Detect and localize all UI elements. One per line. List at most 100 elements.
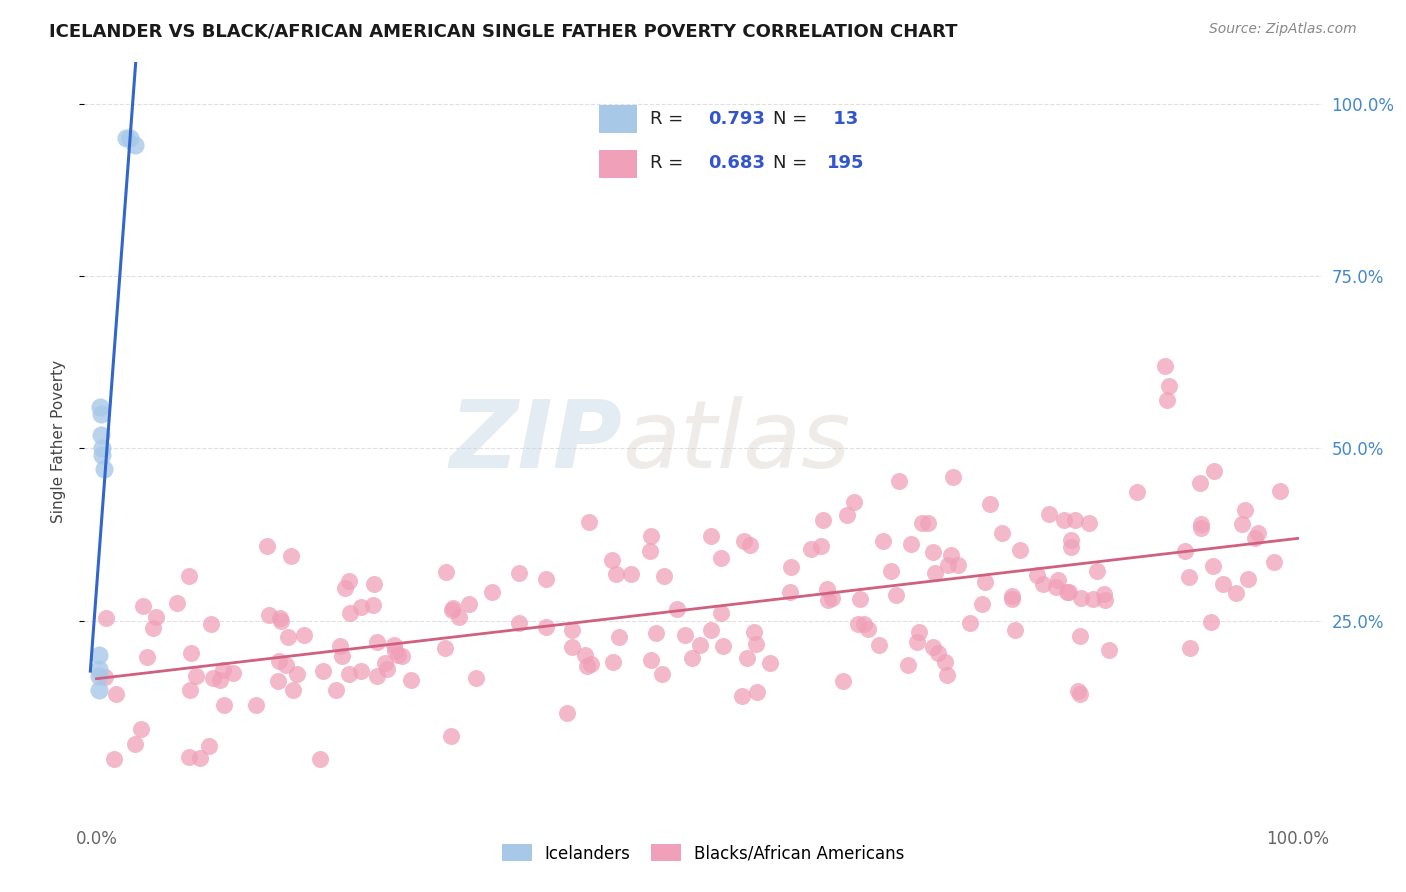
Point — [375, 662, 398, 676]
Point — [209, 673, 232, 688]
Point — [256, 539, 278, 553]
Point — [1001, 592, 1024, 607]
Point — [1081, 592, 1104, 607]
Point — [1246, 526, 1268, 541]
Point — [136, 650, 159, 665]
Point — [1204, 464, 1226, 478]
Point — [166, 596, 188, 610]
Legend: Icelanders, Blacks/African Americans: Icelanders, Blacks/African Americans — [495, 838, 911, 869]
Point — [1060, 541, 1083, 555]
Point — [177, 568, 200, 582]
Bar — [599, 105, 637, 133]
Point — [887, 475, 910, 489]
Point — [821, 591, 844, 606]
Point — [401, 673, 423, 687]
Point — [337, 574, 360, 588]
Text: ZIP: ZIP — [450, 395, 623, 488]
Point — [458, 597, 481, 611]
Point — [1038, 507, 1060, 521]
Text: 13: 13 — [827, 110, 858, 128]
Point — [534, 620, 557, 634]
Point — [640, 543, 662, 558]
Point — [1025, 568, 1047, 582]
Point — [441, 602, 464, 616]
Point — [434, 565, 457, 579]
Point — [607, 630, 630, 644]
Point — [145, 610, 167, 624]
Point — [868, 638, 890, 652]
Point — [534, 572, 557, 586]
Point — [1008, 542, 1031, 557]
Point — [602, 656, 624, 670]
Point — [1098, 643, 1121, 657]
Point — [1063, 513, 1085, 527]
Bar — [599, 150, 637, 178]
Point — [1189, 476, 1212, 491]
Point — [936, 558, 959, 573]
Point — [222, 666, 245, 681]
Point — [742, 624, 765, 639]
Point — [730, 689, 752, 703]
Point — [689, 639, 711, 653]
Point — [350, 664, 373, 678]
Point — [934, 655, 956, 669]
Point — [285, 666, 308, 681]
Text: Source: ZipAtlas.com: Source: ZipAtlas.com — [1209, 22, 1357, 37]
Point — [575, 659, 598, 673]
Point — [640, 653, 662, 667]
Point — [561, 640, 583, 654]
Point — [1070, 591, 1092, 606]
Point — [94, 670, 117, 684]
Point — [200, 617, 222, 632]
Point — [1046, 573, 1069, 587]
Point — [465, 671, 488, 685]
Point — [1178, 641, 1201, 656]
Point — [1001, 589, 1024, 603]
Point — [700, 623, 723, 637]
Point — [441, 600, 464, 615]
Point — [645, 625, 668, 640]
Point — [1069, 630, 1091, 644]
Point — [856, 622, 879, 636]
Point — [832, 673, 855, 688]
Point — [89, 400, 111, 414]
Point — [91, 448, 114, 462]
Point — [849, 591, 872, 606]
Point — [880, 564, 903, 578]
Point — [312, 664, 335, 678]
Point — [87, 682, 110, 697]
Point — [561, 624, 583, 638]
Point — [197, 739, 219, 754]
Point — [142, 621, 165, 635]
Point — [361, 598, 384, 612]
Point — [884, 588, 907, 602]
Text: 0.683: 0.683 — [709, 154, 765, 172]
Point — [124, 737, 146, 751]
Point — [1189, 516, 1212, 531]
Point — [922, 545, 945, 559]
Point — [1177, 569, 1199, 583]
Point — [87, 662, 110, 676]
Point — [124, 138, 146, 153]
Point — [911, 516, 934, 530]
Point — [292, 628, 315, 642]
Text: R =: R = — [650, 154, 689, 172]
Point — [810, 539, 832, 553]
Point — [817, 593, 839, 607]
Point — [666, 601, 689, 615]
Point — [269, 655, 291, 669]
Point — [1045, 580, 1067, 594]
Point — [905, 634, 928, 648]
Point — [281, 682, 304, 697]
Point — [941, 549, 963, 563]
Point — [733, 534, 755, 549]
Point — [600, 553, 623, 567]
Point — [94, 610, 117, 624]
Point — [103, 751, 125, 765]
Point — [508, 566, 530, 580]
Point — [745, 637, 768, 651]
Point — [270, 614, 292, 628]
Point — [907, 625, 929, 640]
Point — [1268, 483, 1291, 498]
Point — [710, 551, 733, 566]
